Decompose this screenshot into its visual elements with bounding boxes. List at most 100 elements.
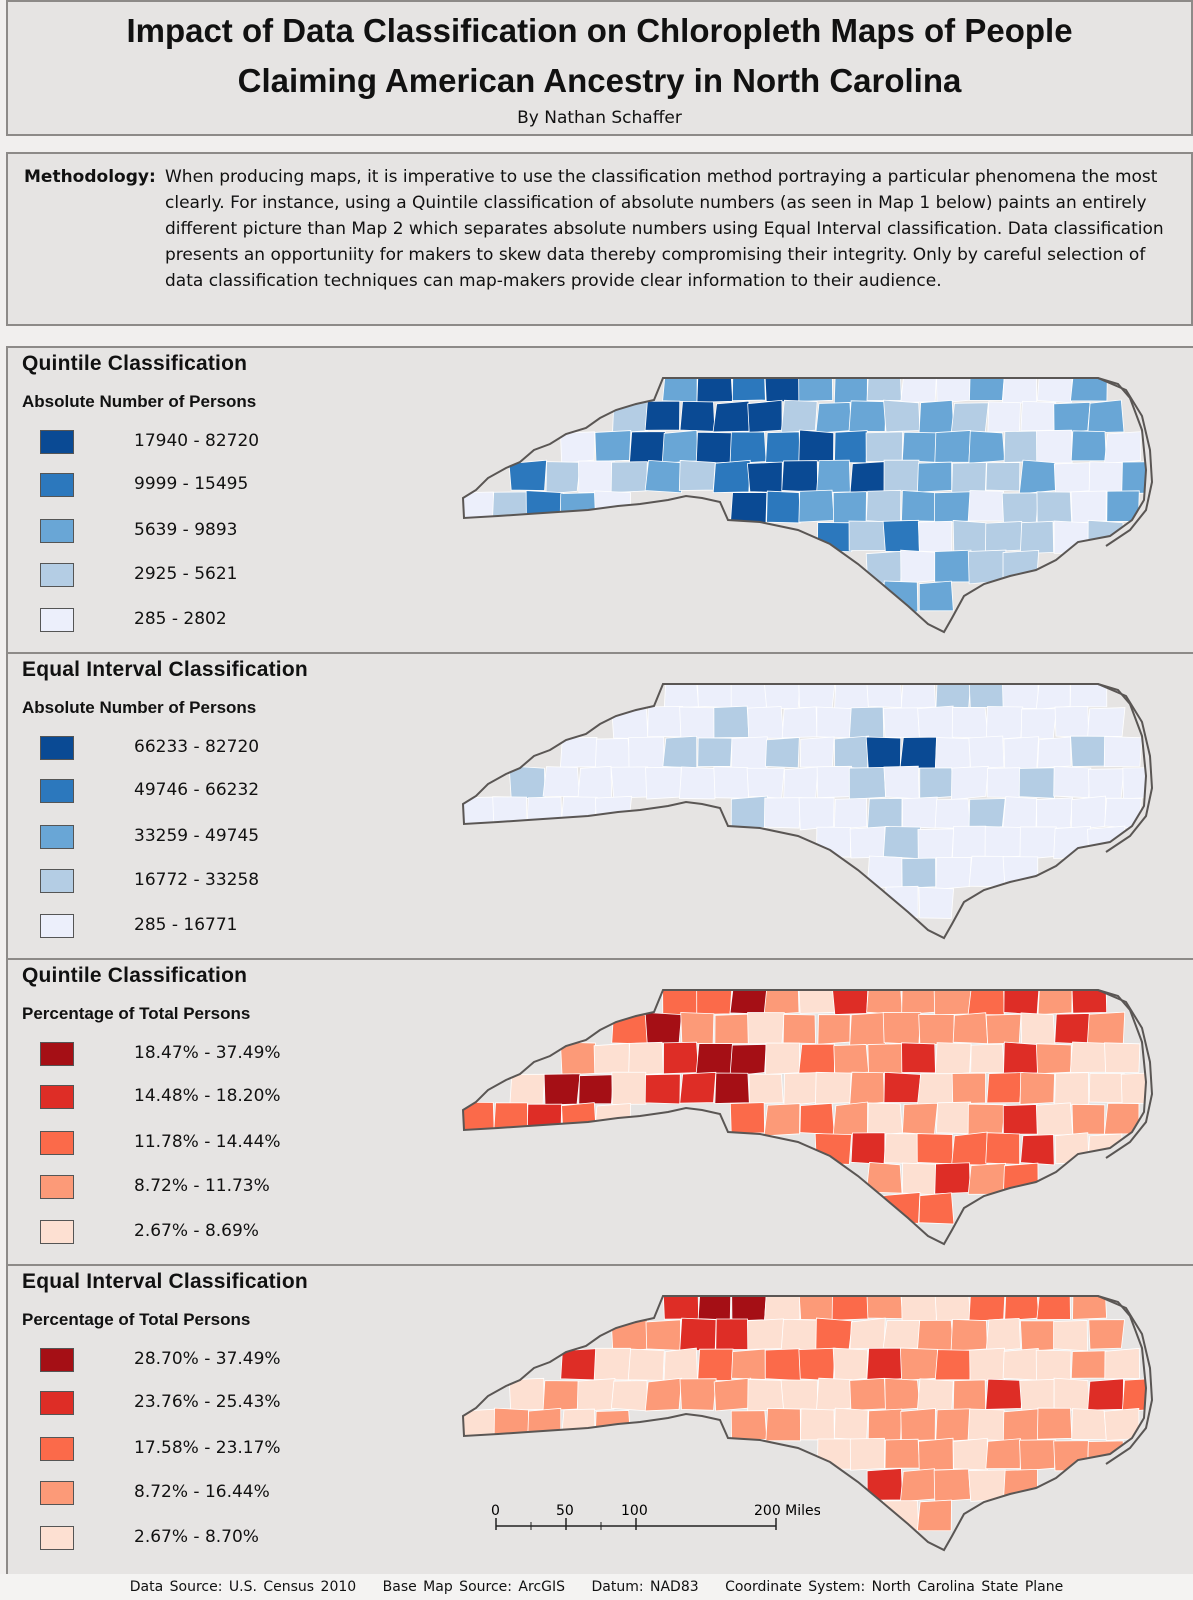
county-polygon (493, 1102, 529, 1137)
county-polygon (867, 1408, 903, 1442)
county-polygon (697, 1348, 734, 1382)
county-polygon (899, 1347, 938, 1381)
county-polygon (916, 1378, 954, 1412)
county-polygon (985, 1013, 1022, 1045)
county-polygon (985, 1438, 1021, 1470)
county-polygon (731, 1348, 766, 1380)
county-polygon (934, 1162, 971, 1195)
county-polygon (730, 795, 768, 828)
county-polygon (798, 1296, 835, 1321)
county-polygon (763, 1103, 801, 1137)
county-polygon (902, 1162, 938, 1196)
legend-swatch (40, 473, 74, 497)
county-polygon (1036, 1296, 1071, 1321)
county-polygon (1002, 796, 1038, 830)
county-polygon (560, 1348, 599, 1381)
county-polygon (526, 1103, 563, 1136)
county-polygon (850, 1132, 886, 1165)
county-polygon (935, 856, 972, 890)
county-polygon (680, 1012, 715, 1045)
county-polygon (576, 1378, 616, 1412)
county-polygon (1104, 797, 1142, 830)
county-polygon (647, 705, 684, 738)
county-polygon (1036, 491, 1073, 525)
panel-quintile-percentage: Quintile Classification Percentage of To… (6, 958, 1193, 1264)
county-polygon (713, 705, 750, 739)
county-polygon (1072, 1296, 1107, 1320)
county-polygon (542, 766, 580, 797)
panel-equal-interval-percentage: Equal Interval Classification Percentage… (6, 1264, 1193, 1574)
county-polygon (815, 1071, 852, 1105)
county-polygon (849, 1071, 885, 1107)
county-polygon (1001, 684, 1039, 709)
county-polygon (763, 797, 802, 829)
county-polygon (866, 378, 902, 401)
county-polygon (1036, 429, 1073, 464)
county-polygon (780, 1318, 819, 1353)
county-polygon (967, 990, 1005, 1016)
county-polygon (865, 1162, 903, 1194)
county-polygon (662, 990, 700, 1017)
county-polygon (1071, 1408, 1108, 1440)
county-polygon (663, 684, 699, 709)
county-polygon (967, 1162, 1007, 1195)
county-polygon (713, 1377, 752, 1412)
county-polygon (1018, 459, 1057, 495)
county-polygon (799, 1102, 835, 1135)
county-polygon (817, 1014, 851, 1045)
county-polygon (695, 431, 732, 464)
county-polygon (986, 767, 1021, 798)
county-polygon (780, 399, 818, 434)
county-polygon (610, 461, 648, 494)
county-polygon (764, 1042, 800, 1075)
county-polygon (934, 491, 972, 524)
county-polygon (783, 766, 819, 799)
county-polygon (644, 1377, 683, 1412)
county-polygon (713, 766, 749, 799)
county-polygon (1019, 1072, 1055, 1105)
county-polygon (1070, 430, 1107, 462)
county-polygon (834, 684, 869, 710)
county-polygon (1001, 492, 1040, 524)
county-polygon (883, 885, 919, 918)
outer-banks-line (1097, 683, 1154, 853)
choropleth-map (461, 989, 1154, 1246)
county-polygon (644, 400, 681, 431)
title-line-2: Claiming American Ancestry in North Caro… (237, 62, 962, 99)
county-polygon (1004, 1296, 1040, 1321)
scale-label: 50 (556, 1504, 574, 1519)
county-polygon (935, 1101, 972, 1135)
county-polygon (508, 459, 548, 491)
legend-swatch (40, 1220, 74, 1244)
county-polygon (1003, 430, 1039, 463)
panel-title: Quintile Classification (22, 964, 248, 987)
county-polygon (1035, 1102, 1074, 1136)
county-polygon (560, 431, 596, 464)
state-outline (461, 1295, 1148, 1552)
county-polygon (610, 766, 649, 799)
county-polygon (985, 706, 1024, 741)
county-polygon (661, 429, 699, 464)
county-polygon (900, 1408, 936, 1442)
county-polygon (1003, 990, 1040, 1016)
county-polygon (696, 684, 734, 708)
county-polygon (849, 1377, 887, 1411)
county-polygon (1053, 520, 1091, 554)
county-polygon (815, 402, 852, 434)
county-polygon (884, 1377, 921, 1411)
county-polygon (1088, 461, 1124, 495)
county-polygon (970, 1043, 1005, 1074)
county-polygon (560, 1408, 596, 1441)
county-polygon (763, 684, 802, 710)
county-polygon (916, 1133, 954, 1165)
legend-label: 18.47% - 37.49% (134, 1043, 281, 1063)
county-polygon (934, 1349, 972, 1381)
county-polygon (866, 1468, 904, 1501)
county-polygon (918, 1014, 955, 1045)
county-polygon (1020, 1134, 1055, 1166)
county-polygon (662, 378, 698, 403)
county-polygon (849, 1437, 885, 1471)
county-polygon (715, 1318, 749, 1350)
county-polygon (919, 767, 955, 800)
legend-swatch (40, 779, 74, 803)
